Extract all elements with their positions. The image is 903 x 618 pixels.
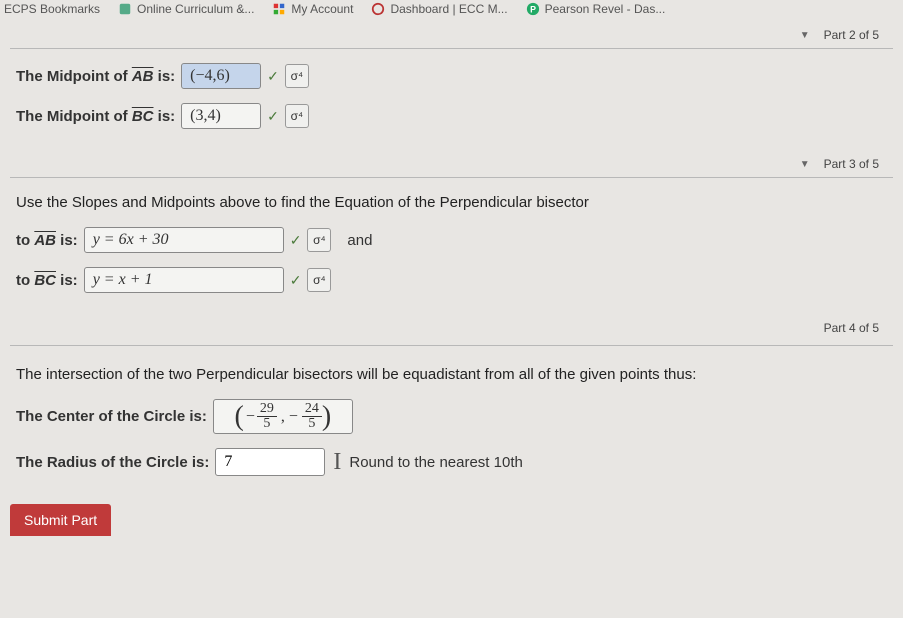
check-icon: ✓ xyxy=(267,108,279,125)
chevron-down-icon: ▼ xyxy=(800,30,810,41)
bisector-bc-input[interactable]: y = x + 1 xyxy=(84,267,284,293)
browser-tab-bar: ECPS Bookmarks Online Curriculum &... My… xyxy=(0,0,903,22)
submit-button[interactable]: Submit Part xyxy=(10,504,111,536)
bisector-bc-row: to BC is: y = x + 1 ✓ σ⁴ xyxy=(16,267,887,293)
check-icon: ✓ xyxy=(267,68,279,85)
svg-text:P: P xyxy=(530,5,536,15)
tab-label: My Account xyxy=(291,2,353,16)
formula-tool-button[interactable]: σ⁴ xyxy=(285,64,309,88)
part-4-header[interactable]: Part 4 of 5 xyxy=(10,315,893,341)
check-icon: ✓ xyxy=(290,232,302,249)
formula-tool-button[interactable]: σ⁴ xyxy=(307,228,331,252)
bisector-ab-label: to AB is: xyxy=(16,232,78,249)
formula-tool-button[interactable]: σ⁴ xyxy=(285,104,309,128)
part-2-header[interactable]: ▼ Part 2 of 5 xyxy=(10,22,893,49)
part-label: Part 4 of 5 xyxy=(824,321,879,335)
part-label: Part 2 of 5 xyxy=(824,28,879,42)
main-content: ▼ Part 2 of 5 The Midpoint of AB is: (−4… xyxy=(0,22,903,546)
fraction-1: 29 5 xyxy=(257,402,277,431)
chevron-down-icon: ▼ xyxy=(800,159,810,170)
bisector-ab-input[interactable]: y = 6x + 30 xyxy=(84,227,284,253)
pearson-icon: P xyxy=(526,2,540,16)
tab-bookmarks[interactable]: ECPS Bookmarks xyxy=(4,2,100,16)
radius-label: The Radius of the Circle is: xyxy=(16,454,209,471)
formula-tool-button[interactable]: σ⁴ xyxy=(307,268,331,292)
fraction-2: 24 5 xyxy=(302,402,322,431)
check-icon: ✓ xyxy=(290,272,302,289)
intersection-section: The intersection of the two Perpendicula… xyxy=(10,350,893,498)
text-cursor-icon: I xyxy=(333,449,341,476)
bisector-ab-row: to AB is: y = 6x + 30 ✓ σ⁴ and xyxy=(16,227,887,253)
radius-row: The Radius of the Circle is: I Round to … xyxy=(16,448,887,476)
account-icon xyxy=(272,2,286,16)
tab-curriculum[interactable]: Online Curriculum &... xyxy=(118,2,254,16)
tab-dashboard[interactable]: Dashboard | ECC M... xyxy=(371,2,507,16)
and-label: and xyxy=(347,232,372,249)
midpoint-section: The Midpoint of AB is: (−4,6) ✓ σ⁴ The M… xyxy=(10,49,893,151)
bisector-section: Use the Slopes and Midpoints above to fi… xyxy=(10,178,893,315)
tab-label: ECPS Bookmarks xyxy=(4,2,100,16)
curriculum-icon xyxy=(118,2,132,16)
tab-label: Online Curriculum &... xyxy=(137,2,254,16)
bisector-instruction: Use the Slopes and Midpoints above to fi… xyxy=(16,192,887,213)
tab-account[interactable]: My Account xyxy=(272,2,353,16)
open-paren: ( xyxy=(235,403,244,431)
center-row: The Center of the Circle is: ( − 29 5 , … xyxy=(16,399,887,434)
tab-label: Dashboard | ECC M... xyxy=(390,2,507,16)
close-paren: ) xyxy=(322,403,331,431)
midpoint-bc-row: The Midpoint of BC is: (3,4) ✓ σ⁴ xyxy=(16,103,887,129)
tab-pearson[interactable]: P Pearson Revel - Das... xyxy=(526,2,666,16)
midpoint-ab-row: The Midpoint of AB is: (−4,6) ✓ σ⁴ xyxy=(16,63,887,89)
bisector-bc-label: to BC is: xyxy=(16,272,78,289)
tab-label: Pearson Revel - Das... xyxy=(545,2,666,16)
midpoint-ab-input[interactable]: (−4,6) xyxy=(181,63,261,89)
divider xyxy=(10,345,893,346)
dashboard-icon xyxy=(371,2,385,16)
midpoint-bc-label: The Midpoint of BC is: xyxy=(16,108,175,125)
radius-input[interactable] xyxy=(215,448,325,476)
part-label: Part 3 of 5 xyxy=(824,157,879,171)
midpoint-ab-label: The Midpoint of AB is: xyxy=(16,68,175,85)
part-3-header[interactable]: ▼ Part 3 of 5 xyxy=(10,151,893,178)
intersection-text: The intersection of the two Perpendicula… xyxy=(16,364,887,385)
round-text: Round to the nearest 10th xyxy=(349,454,522,471)
midpoint-bc-input[interactable]: (3,4) xyxy=(181,103,261,129)
center-input[interactable]: ( − 29 5 , − 24 5 ) xyxy=(213,399,353,434)
center-label: The Center of the Circle is: xyxy=(16,408,207,425)
